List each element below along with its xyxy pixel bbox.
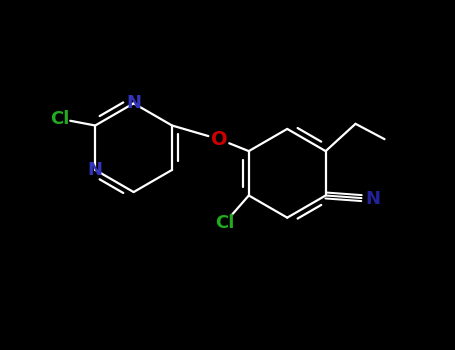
Text: N: N	[88, 161, 103, 179]
Text: Cl: Cl	[50, 110, 69, 128]
Text: N: N	[365, 190, 380, 208]
Text: N: N	[126, 94, 141, 112]
Text: O: O	[211, 130, 228, 149]
Text: Cl: Cl	[215, 214, 235, 232]
